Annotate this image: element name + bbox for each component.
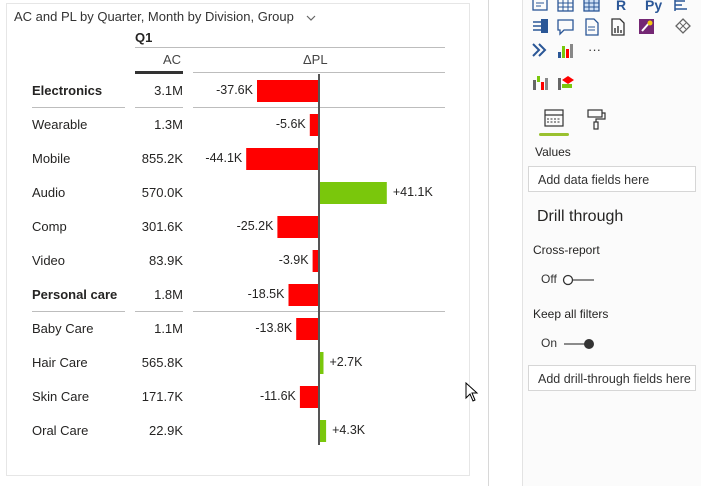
quarter-header: Q1 bbox=[135, 30, 153, 45]
custom-visual-icon[interactable] bbox=[558, 44, 573, 58]
paginated-report-icon[interactable] bbox=[585, 18, 599, 36]
values-drop-field[interactable]: Add data fields here bbox=[528, 166, 696, 192]
row-label[interactable]: Electronics bbox=[32, 83, 103, 98]
values-label: Values bbox=[535, 145, 571, 159]
row-label[interactable]: Personal care bbox=[32, 287, 118, 302]
pane-divider bbox=[488, 0, 489, 486]
pl-bar[interactable] bbox=[246, 148, 319, 170]
chevron-visual-icon[interactable] bbox=[532, 43, 547, 57]
pl-bar[interactable] bbox=[296, 318, 319, 340]
fields-tab-icon[interactable] bbox=[544, 109, 564, 127]
group-separator bbox=[32, 107, 125, 108]
ac-column-header: AC bbox=[163, 52, 182, 67]
pane-tabs bbox=[539, 109, 606, 136]
row-label[interactable]: Comp bbox=[32, 219, 67, 234]
row-label[interactable]: Wearable bbox=[32, 117, 88, 132]
flow-icon[interactable] bbox=[533, 19, 548, 33]
row-ac-value: 3.1M bbox=[154, 83, 183, 98]
row-ac-value: 565.8K bbox=[141, 355, 183, 370]
custom-visual-2-icon[interactable] bbox=[558, 76, 574, 90]
diamond-icon[interactable] bbox=[675, 18, 691, 34]
visualizations-pane: R Py ··· Values Add data fields here bbox=[522, 0, 701, 486]
pl-column-header: ΔPL bbox=[303, 52, 328, 67]
group-separator bbox=[32, 311, 125, 312]
row-label[interactable]: Hair Care bbox=[32, 355, 88, 370]
pl-bar[interactable] bbox=[299, 386, 319, 408]
cross-report-state: Off bbox=[541, 272, 557, 286]
power-apps-icon[interactable] bbox=[639, 19, 654, 34]
group-separator bbox=[135, 107, 183, 108]
chart-visual[interactable]: AC and PL by Quarter, Month by Division,… bbox=[6, 3, 470, 476]
row-ac-value: 855.2K bbox=[141, 151, 183, 166]
row-label[interactable]: Baby Care bbox=[32, 321, 94, 336]
row-label[interactable]: Audio bbox=[32, 185, 66, 200]
row-ac-value: 570.0K bbox=[141, 185, 183, 200]
row-label[interactable]: Video bbox=[32, 253, 66, 268]
visual-icon-grid: R Py ··· bbox=[532, 0, 691, 90]
toggle-off-icon[interactable] bbox=[562, 274, 596, 286]
row-ac-value: 1.3M bbox=[154, 117, 183, 132]
row-ac-value: 1.1M bbox=[154, 321, 183, 336]
group-separator bbox=[135, 311, 183, 312]
active-tab-indicator bbox=[539, 133, 569, 136]
pl-data-label: -25.2K bbox=[236, 219, 274, 233]
key-influencers-icon[interactable] bbox=[674, 0, 687, 11]
pl-data-label: -18.5K bbox=[247, 287, 285, 301]
pl-bar[interactable] bbox=[319, 182, 387, 204]
row-ac-value: 22.9K bbox=[149, 423, 183, 438]
python-visual-icon[interactable]: Py bbox=[645, 0, 662, 13]
pl-data-label: +2.7K bbox=[329, 355, 363, 369]
pl-data-label: -44.1K bbox=[205, 151, 243, 165]
row-ac-value: 301.6K bbox=[141, 219, 183, 234]
pl-bar-chart bbox=[246, 74, 387, 445]
quarter-header-line bbox=[135, 47, 445, 48]
cross-report-label: Cross-report bbox=[533, 243, 600, 257]
pl-bar[interactable] bbox=[309, 114, 319, 136]
keep-filters-state: On bbox=[541, 336, 558, 350]
chevron-down-icon[interactable] bbox=[306, 13, 316, 23]
mouse-cursor-icon bbox=[465, 381, 479, 407]
pl-data-label: -37.6K bbox=[216, 83, 253, 97]
row-ac-value: 171.7K bbox=[141, 389, 183, 404]
matrix-icon[interactable] bbox=[583, 0, 600, 12]
visual-title-text: AC and PL by Quarter, Month by Division,… bbox=[14, 9, 294, 24]
row-label[interactable]: Mobile bbox=[32, 151, 71, 166]
pl-header-underline bbox=[193, 72, 445, 73]
drill-through-drop-field[interactable]: Add drill-through fields here bbox=[528, 365, 696, 391]
pl-bar[interactable] bbox=[319, 352, 324, 374]
pl-data-label: -13.8K bbox=[255, 321, 293, 335]
drill-through-title: Drill through bbox=[537, 208, 624, 225]
row-ac-value: 1.8M bbox=[154, 287, 183, 302]
pl-bar[interactable] bbox=[319, 420, 327, 442]
more-visuals-icon[interactable]: ··· bbox=[588, 42, 601, 57]
keep-filters-label: Keep all filters bbox=[533, 307, 609, 321]
qna-icon[interactable] bbox=[557, 19, 574, 36]
ac-header-underline bbox=[135, 71, 183, 74]
pl-data-label: -3.9K bbox=[278, 253, 309, 267]
toggle-on-icon[interactable] bbox=[562, 338, 596, 350]
cross-report-toggle[interactable]: Off bbox=[541, 272, 596, 286]
format-tab-icon[interactable] bbox=[587, 109, 606, 130]
pl-bar[interactable] bbox=[288, 284, 320, 306]
row-label[interactable]: Skin Care bbox=[32, 389, 90, 404]
decomposition-tree-icon[interactable] bbox=[532, 0, 548, 11]
keep-filters-toggle[interactable]: On bbox=[541, 336, 596, 350]
smart-narrative-icon[interactable] bbox=[611, 18, 625, 36]
pl-data-label: +41.1K bbox=[392, 185, 433, 199]
row-ac-value: 83.9K bbox=[149, 253, 183, 268]
pl-bar[interactable] bbox=[257, 80, 319, 102]
pl-bar[interactable] bbox=[312, 250, 319, 272]
table-icon[interactable] bbox=[557, 0, 574, 12]
visual-title: AC and PL by Quarter, Month by Division,… bbox=[14, 9, 316, 24]
pl-data-label: -5.6K bbox=[275, 117, 306, 131]
pl-data-label: +4.3K bbox=[332, 423, 366, 437]
custom-visual-1-icon[interactable] bbox=[533, 76, 548, 90]
r-visual-icon[interactable]: R bbox=[616, 0, 626, 13]
row-label[interactable]: Oral Care bbox=[32, 423, 89, 438]
pl-bar[interactable] bbox=[277, 216, 319, 238]
pl-data-label: -11.6K bbox=[259, 389, 296, 403]
